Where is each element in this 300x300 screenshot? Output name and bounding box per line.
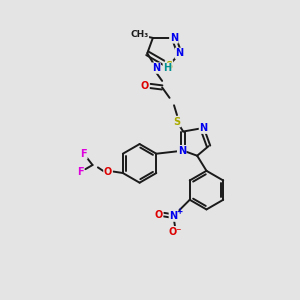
Text: S: S bbox=[173, 117, 181, 127]
Text: F: F bbox=[80, 149, 87, 159]
Text: N: N bbox=[152, 63, 160, 73]
Text: S: S bbox=[165, 61, 172, 71]
Text: O: O bbox=[141, 81, 149, 91]
Text: O: O bbox=[154, 210, 163, 220]
Text: N: N bbox=[170, 33, 178, 43]
Text: N: N bbox=[176, 48, 184, 58]
Text: N: N bbox=[178, 146, 186, 156]
Text: O: O bbox=[104, 167, 112, 176]
Text: F: F bbox=[77, 167, 83, 176]
Text: CH₃: CH₃ bbox=[130, 30, 148, 39]
Text: +: + bbox=[176, 207, 182, 216]
Text: N: N bbox=[200, 123, 208, 133]
Text: N: N bbox=[169, 211, 178, 221]
Text: H: H bbox=[163, 63, 171, 73]
Text: O⁻: O⁻ bbox=[168, 226, 182, 237]
